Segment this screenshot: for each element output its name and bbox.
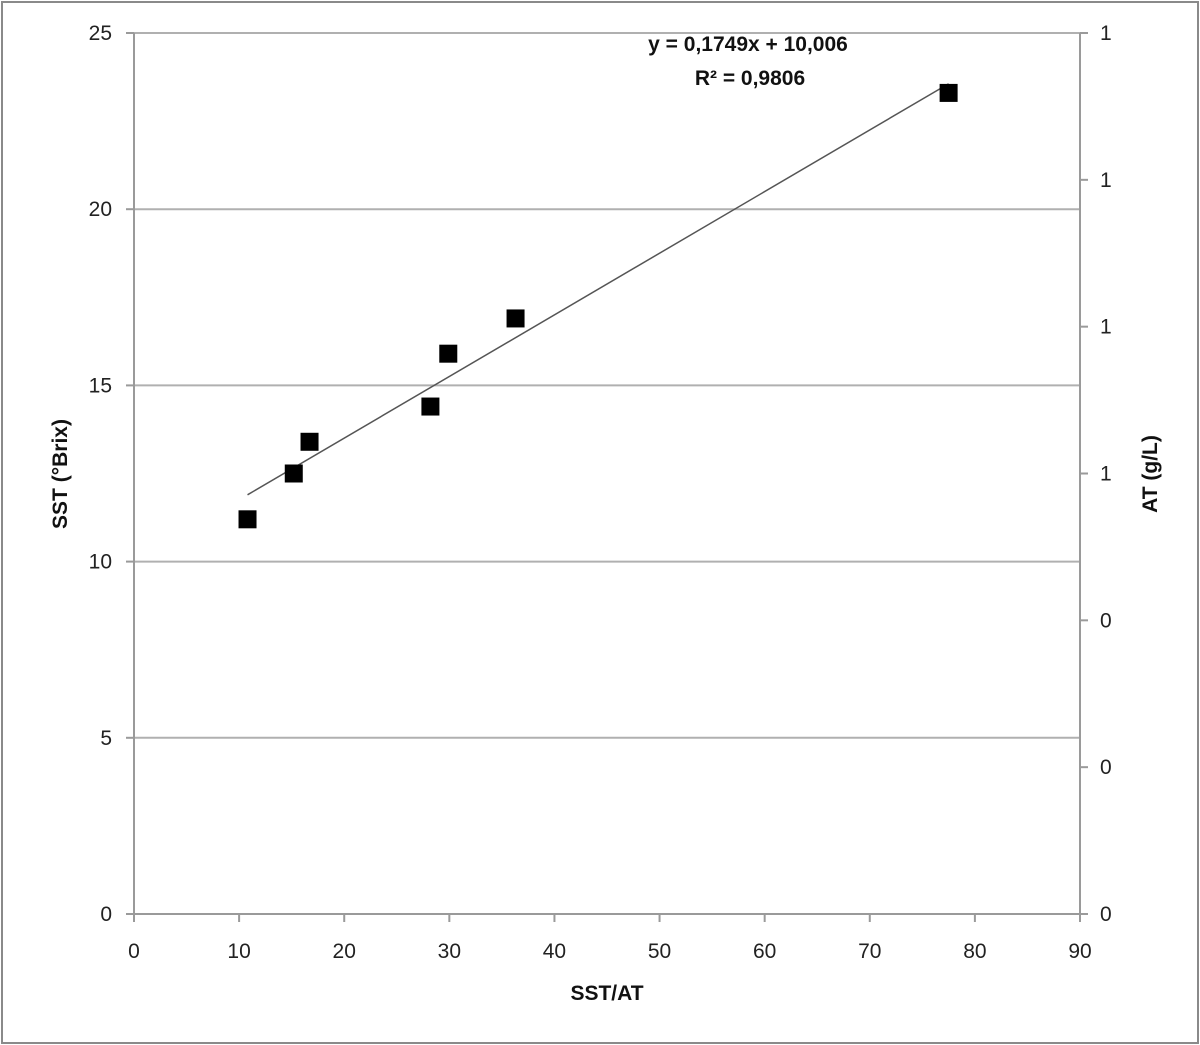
- data-point: [238, 510, 257, 529]
- data-point: [439, 344, 458, 363]
- y-tick-label: 5: [100, 727, 112, 750]
- x-tick-label: 20: [333, 940, 356, 963]
- data-point: [421, 397, 440, 416]
- x-tick-label: 70: [858, 940, 881, 963]
- y2-tick-label: 1: [1100, 316, 1112, 339]
- data-point: [300, 432, 319, 451]
- x-tick-label: 80: [963, 940, 986, 963]
- y-axis-title: SST (°Brix): [49, 419, 72, 529]
- x-tick-label: 0: [128, 940, 140, 963]
- data-point: [939, 83, 958, 102]
- y2-tick-label: 0: [1100, 756, 1112, 779]
- y2-tick-label: 0: [1100, 609, 1112, 632]
- x-tick-label: 90: [1068, 940, 1091, 963]
- x-axis-title: SST/AT: [570, 982, 643, 1005]
- y-tick-label: 15: [89, 374, 112, 397]
- y-tick-label: 20: [89, 198, 112, 221]
- trendline-layer: [247, 83, 949, 496]
- x-tick-label: 30: [438, 940, 461, 963]
- gridlines: [134, 32, 1080, 739]
- y2-tick-label: 1: [1100, 169, 1112, 192]
- y-tick-label: 0: [100, 903, 112, 926]
- y-tick-label: 10: [89, 551, 112, 574]
- data-point: [506, 309, 525, 328]
- trendline: [247, 83, 949, 496]
- x-tick-label: 50: [648, 940, 671, 963]
- y2-axis-title: AT (g/L): [1139, 435, 1162, 513]
- y2-tick-label: 0: [1100, 903, 1112, 926]
- x-tick-label: 10: [227, 940, 250, 963]
- data-points: [238, 83, 958, 529]
- x-tick-label: 60: [753, 940, 776, 963]
- y2-tick-label: 1: [1100, 463, 1112, 486]
- x-tick-label: 40: [543, 940, 566, 963]
- equation-label: y = 0,1749x + 10,006: [648, 33, 848, 56]
- y-tick-label: 25: [89, 22, 112, 45]
- y2-tick-label: 1: [1100, 22, 1112, 45]
- r-squared-label: R² = 0,9806: [695, 67, 805, 90]
- data-point: [284, 464, 303, 483]
